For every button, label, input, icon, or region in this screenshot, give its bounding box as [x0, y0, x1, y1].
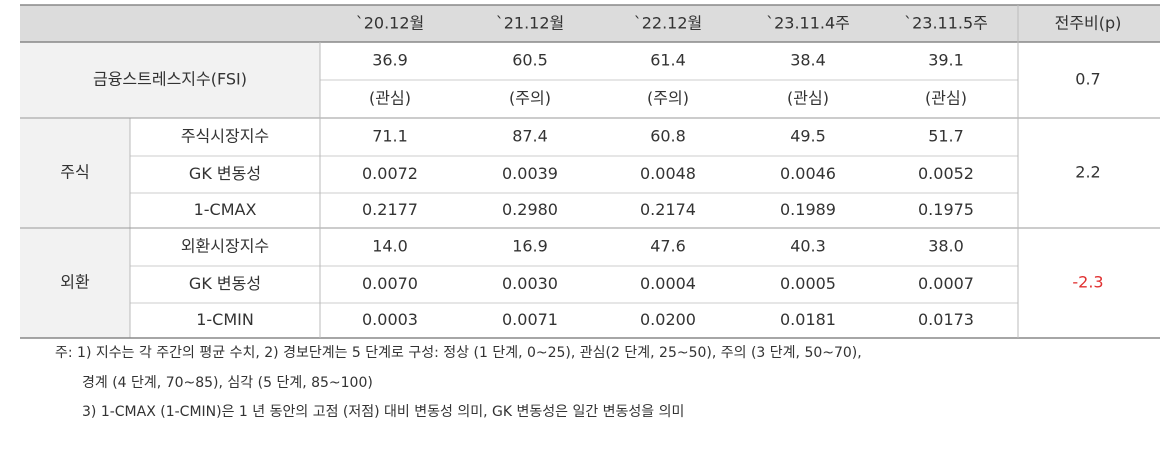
cell: (주의)	[509, 89, 551, 108]
row-label: GK 변동성	[189, 274, 261, 293]
cell: 0.2177	[362, 200, 418, 219]
cell: 0.0052	[918, 164, 974, 183]
change-cell: 2.2	[1075, 163, 1100, 182]
cell: 0.0003	[362, 310, 418, 329]
cell: 0.0173	[918, 310, 974, 329]
cell: 47.6	[650, 237, 686, 256]
row-label: GK 변동성	[189, 164, 261, 183]
row-label: 1-CMAX	[194, 200, 257, 219]
cell: 0.2980	[502, 200, 558, 219]
label-bg	[20, 228, 130, 338]
cell: 0.0048	[640, 164, 696, 183]
column-header: 전주비(p)	[1055, 14, 1122, 33]
cell: 0.0030	[502, 274, 558, 293]
cell: 39.1	[928, 51, 964, 70]
cell: 0.0072	[362, 164, 418, 183]
cell: 0.0046	[780, 164, 836, 183]
cell: 51.7	[928, 127, 964, 146]
cell: 49.5	[790, 127, 826, 146]
cell: 0.0005	[780, 274, 836, 293]
cell: 0.0200	[640, 310, 696, 329]
label-bg	[20, 118, 130, 228]
cell: 71.1	[372, 127, 408, 146]
row-label: 1-CMIN	[196, 310, 254, 329]
cell: 36.9	[372, 51, 408, 70]
group-label: 주식	[60, 163, 89, 182]
cell: (관심)	[369, 89, 411, 108]
cell: 87.4	[512, 127, 548, 146]
group-label: 외환	[60, 273, 90, 292]
column-header: `23.11.4주	[766, 14, 850, 33]
column-header: `23.11.5주	[904, 14, 988, 33]
cell: 61.4	[650, 51, 686, 70]
cell: 40.3	[790, 237, 826, 256]
cell: 0.0007	[918, 274, 974, 293]
cell: (주의)	[647, 89, 689, 108]
cell: (관심)	[925, 89, 967, 108]
cell: (관심)	[787, 89, 829, 108]
cell: 0.0004	[640, 274, 696, 293]
column-header: `20.12월	[356, 14, 425, 33]
cell: 0.1975	[918, 200, 974, 219]
cell: 0.2174	[640, 200, 696, 219]
footnote: 경계 (4 단계, 70~85), 심각 (5 단계, 85~100)	[82, 375, 373, 391]
row-label: 외환시장지수	[181, 237, 269, 256]
cell: 60.5	[512, 51, 548, 70]
label-bg	[20, 42, 320, 118]
footnote: 주: 1) 지수는 각 주간의 평균 수치, 2) 경보단계는 5 단계로 구성…	[55, 345, 862, 361]
row-label: 금융스트레스지수(FSI)	[93, 70, 247, 89]
cell: 14.0	[372, 237, 408, 256]
change-cell: -2.3	[1072, 273, 1103, 292]
row-label: 주식시장지수	[181, 127, 269, 146]
cell: 0.0071	[502, 310, 558, 329]
cell: 0.0070	[362, 274, 418, 293]
column-header: `22.12월	[634, 14, 703, 33]
cell: 0.0039	[502, 164, 558, 183]
footnote: 3) 1-CMAX (1-CMIN)은 1 년 동안의 고점 (저점) 대비 변…	[82, 404, 684, 420]
header-bg	[20, 5, 1160, 42]
cell: 38.0	[928, 237, 964, 256]
cell: 0.1989	[780, 200, 836, 219]
cell: 60.8	[650, 127, 686, 146]
cell: 0.0181	[780, 310, 836, 329]
change-cell: 0.7	[1075, 70, 1100, 89]
cell: 16.9	[512, 237, 548, 256]
column-header: `21.12월	[496, 14, 565, 33]
cell: 38.4	[790, 51, 826, 70]
